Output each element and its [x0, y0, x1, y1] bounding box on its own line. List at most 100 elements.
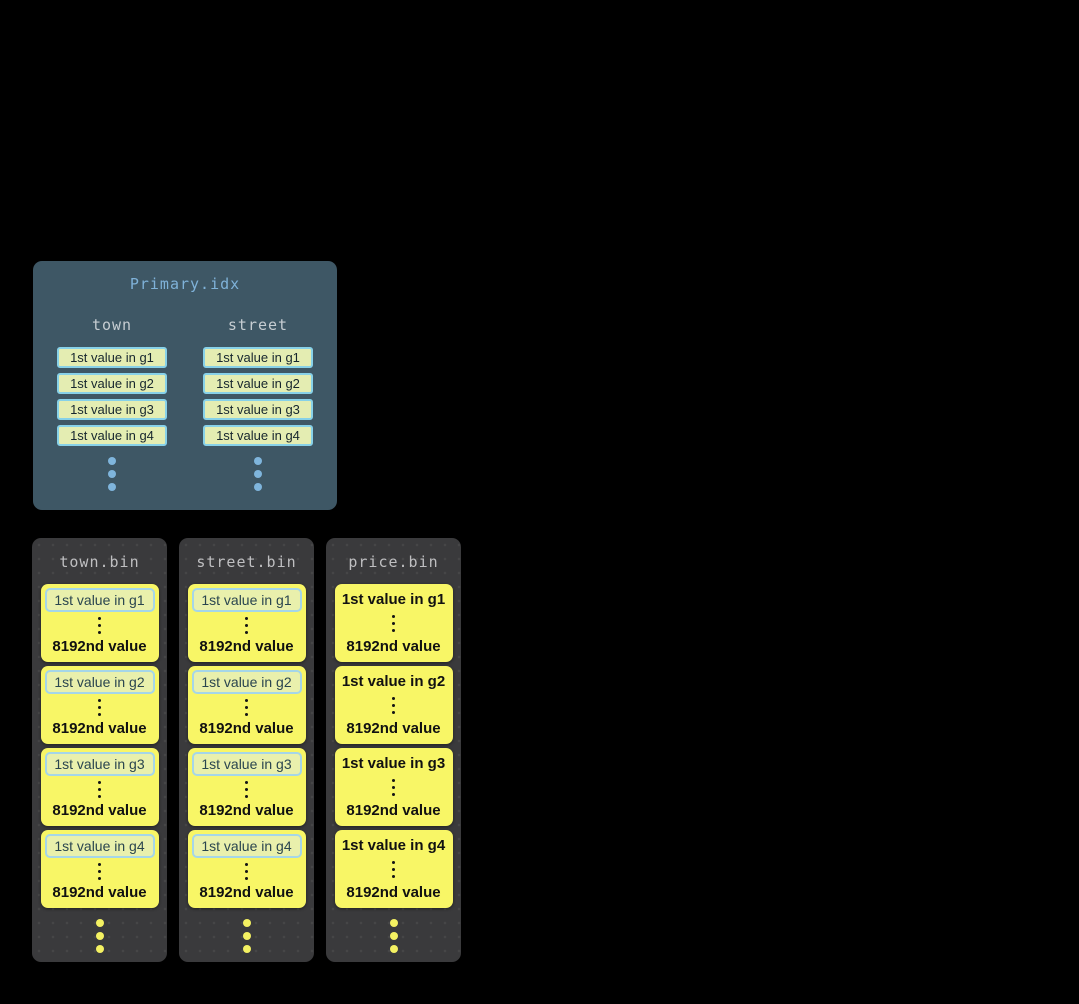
- granule-first-chip: 1st value in g3: [191, 752, 302, 776]
- ellipsis-dot: [245, 780, 248, 784]
- granule-last-label: 8192nd value: [199, 802, 294, 819]
- index-cell: 1st value in g2: [57, 373, 167, 394]
- ellipsis-dot: [98, 705, 101, 709]
- ellipsis-dot: [245, 623, 248, 627]
- ellipsis-dot: [98, 869, 101, 873]
- ellipsis-dot: [389, 932, 398, 940]
- granule-card: 1st value in g4 8192nd value: [334, 830, 453, 908]
- ellipsis-dot: [392, 621, 395, 625]
- index-cell: 1st value in g1: [203, 347, 313, 368]
- index-cell: 1st value in g4: [203, 425, 313, 446]
- bin-title: street.bin: [196, 553, 297, 571]
- ellipsis-dot: [95, 932, 104, 940]
- ellipsis-dot: [245, 862, 248, 866]
- ellipsis-dot: [95, 945, 104, 953]
- ellipsis-dot: [245, 630, 248, 634]
- index-cell: 1st value in g3: [203, 399, 313, 420]
- index-column: street 1st value in g1 1st value in g2 1st …: [203, 316, 313, 491]
- ellipsis-dot: [245, 705, 248, 709]
- primary-columns: town 1st value in g1 1st value in g2 1st va…: [33, 316, 337, 491]
- vertical-ellipsis: [392, 778, 395, 796]
- bins-row: town.bin 1st value in g1 8192nd value 1st v…: [32, 538, 461, 962]
- granule-first-chip: 1st value in g2: [44, 670, 155, 694]
- column-header: town: [91, 316, 133, 334]
- ellipsis-dot: [245, 712, 248, 716]
- ellipsis-dot: [392, 860, 395, 864]
- vertical-ellipsis: [389, 919, 398, 953]
- granule-card: 1st value in g4 8192nd value: [187, 830, 306, 908]
- granule-last-label: 8192nd value: [346, 638, 441, 655]
- ellipsis-dot: [392, 703, 395, 707]
- ellipsis-dot: [242, 945, 251, 953]
- ellipsis-dot: [242, 919, 251, 927]
- vertical-ellipsis: [245, 780, 248, 798]
- granule-first-chip: 1st value in g1: [191, 588, 302, 612]
- index-cell: 1st value in g4: [57, 425, 167, 446]
- index-cell: 1st value in g1: [57, 347, 167, 368]
- primary-index-title: Primary.idx: [129, 275, 241, 293]
- granule-last-label: 8192nd value: [346, 720, 441, 737]
- ellipsis-dot: [392, 874, 395, 878]
- granule-first-chip: 1st value in g4: [44, 834, 155, 858]
- ellipsis-dot: [245, 616, 248, 620]
- vertical-ellipsis: [392, 860, 395, 878]
- vertical-ellipsis: [98, 698, 101, 716]
- ellipsis-dot: [392, 696, 395, 700]
- granule-card: 1st value in g3 8192nd value: [187, 748, 306, 826]
- ellipsis-dot: [392, 792, 395, 796]
- ellipsis-dot: [245, 869, 248, 873]
- granule-last-label: 8192nd value: [52, 720, 147, 737]
- granule-first-label: 1st value in g2: [341, 673, 446, 690]
- granule-last-label: 8192nd value: [52, 638, 147, 655]
- ellipsis-dot: [98, 616, 101, 620]
- ellipsis-dot: [392, 614, 395, 618]
- vertical-ellipsis: [254, 457, 262, 491]
- granule-first-chip: 1st value in g4: [191, 834, 302, 858]
- ellipsis-dot: [245, 698, 248, 702]
- granule-first-label: 1st value in g3: [341, 755, 446, 772]
- bin-panel: price.bin 1st value in g1 8192nd value 1st …: [326, 538, 461, 962]
- ellipsis-dot: [392, 778, 395, 782]
- ellipsis-dot: [245, 794, 248, 798]
- vertical-ellipsis: [245, 862, 248, 880]
- vertical-ellipsis: [245, 698, 248, 716]
- index-column: town 1st value in g1 1st value in g2 1st va…: [57, 316, 167, 491]
- granule-card: 1st value in g3 8192nd value: [40, 748, 159, 826]
- ellipsis-dot: [108, 470, 116, 478]
- bin-title: town.bin: [59, 553, 140, 571]
- granule-card: 1st value in g1 8192nd value: [40, 584, 159, 662]
- vertical-ellipsis: [98, 862, 101, 880]
- ellipsis-dot: [242, 932, 251, 940]
- vertical-ellipsis: [95, 919, 104, 953]
- ellipsis-dot: [392, 628, 395, 632]
- vertical-ellipsis: [392, 614, 395, 632]
- ellipsis-dot: [98, 698, 101, 702]
- granule-first-chip: 1st value in g1: [44, 588, 155, 612]
- granule-last-label: 8192nd value: [346, 884, 441, 901]
- column-header: street: [227, 316, 289, 334]
- ellipsis-dot: [98, 794, 101, 798]
- vertical-ellipsis: [392, 696, 395, 714]
- granule-first-chip: 1st value in g2: [191, 670, 302, 694]
- vertical-ellipsis: [98, 616, 101, 634]
- granule-card: 1st value in g2 8192nd value: [187, 666, 306, 744]
- granule-card: 1st value in g2 8192nd value: [334, 666, 453, 744]
- ellipsis-dot: [108, 457, 116, 465]
- granule-card: 1st value in g1 8192nd value: [187, 584, 306, 662]
- granule-last-label: 8192nd value: [52, 884, 147, 901]
- vertical-ellipsis: [98, 780, 101, 798]
- bin-panel: street.bin 1st value in g1 8192nd value 1st…: [179, 538, 314, 962]
- bin-title: price.bin: [348, 553, 439, 571]
- ellipsis-dot: [108, 483, 116, 491]
- vertical-ellipsis: [245, 616, 248, 634]
- granule-last-label: 8192nd value: [199, 720, 294, 737]
- index-cell: 1st value in g2: [203, 373, 313, 394]
- ellipsis-dot: [254, 483, 262, 491]
- ellipsis-dot: [389, 919, 398, 927]
- granule-last-label: 8192nd value: [52, 802, 147, 819]
- primary-index-panel: Primary.idx town 1st value in g1 1st value…: [33, 261, 337, 510]
- granule-card: 1st value in g2 8192nd value: [40, 666, 159, 744]
- granule-first-chip: 1st value in g3: [44, 752, 155, 776]
- index-cell: 1st value in g3: [57, 399, 167, 420]
- granule-card: 1st value in g3 8192nd value: [334, 748, 453, 826]
